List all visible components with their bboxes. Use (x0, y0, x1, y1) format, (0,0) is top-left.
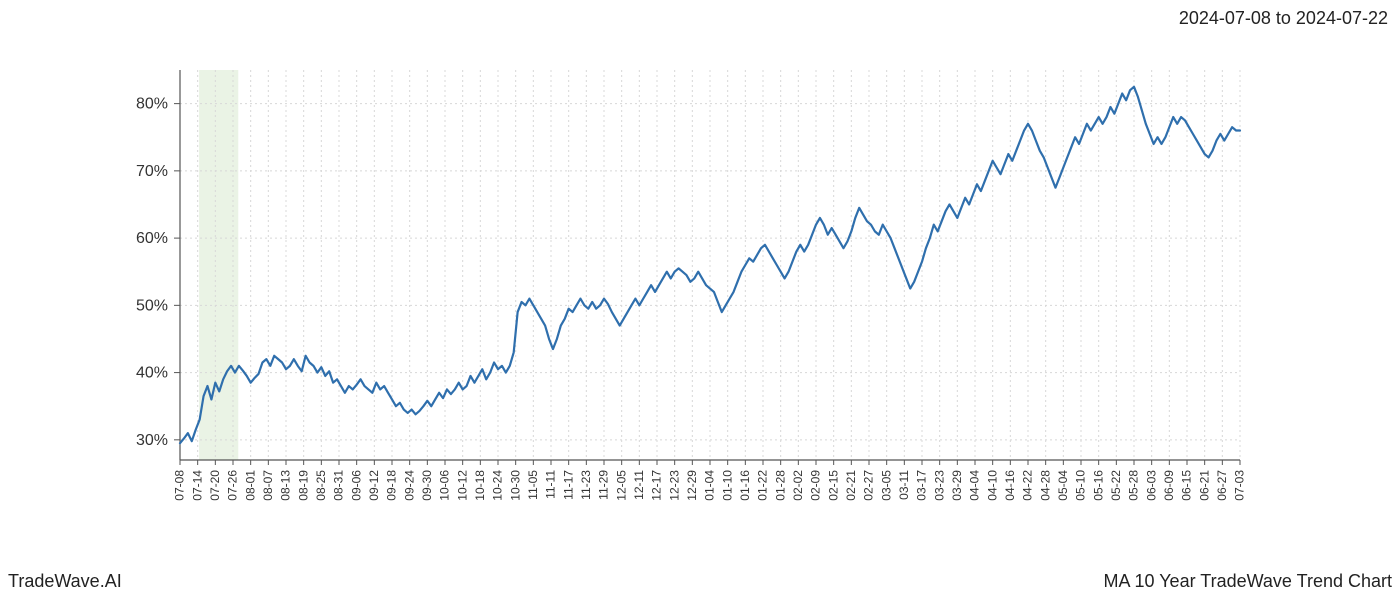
svg-text:10-18: 10-18 (473, 470, 487, 501)
svg-text:03-05: 03-05 (879, 470, 893, 501)
svg-text:09-30: 09-30 (420, 470, 434, 501)
svg-text:09-24: 09-24 (402, 470, 416, 501)
svg-text:03-11: 03-11 (897, 470, 911, 500)
svg-text:08-19: 08-19 (296, 470, 310, 501)
chart-title: MA 10 Year TradeWave Trend Chart (1104, 571, 1393, 592)
svg-text:04-16: 04-16 (1003, 470, 1017, 501)
svg-text:04-28: 04-28 (1038, 470, 1052, 501)
svg-text:01-10: 01-10 (720, 470, 734, 501)
svg-text:01-28: 01-28 (773, 470, 787, 501)
svg-text:09-18: 09-18 (385, 470, 399, 501)
svg-text:10-06: 10-06 (438, 470, 452, 501)
svg-text:05-22: 05-22 (1109, 470, 1123, 501)
svg-text:07-26: 07-26 (226, 470, 240, 501)
svg-text:07-14: 07-14 (190, 470, 204, 501)
svg-text:12-11: 12-11 (632, 470, 646, 500)
svg-text:40%: 40% (136, 365, 168, 382)
svg-text:30%: 30% (136, 432, 168, 449)
svg-text:11-29: 11-29 (597, 470, 611, 500)
svg-text:12-29: 12-29 (685, 470, 699, 501)
svg-text:09-06: 09-06 (349, 470, 363, 501)
svg-text:08-25: 08-25 (314, 470, 328, 501)
svg-text:04-22: 04-22 (1021, 470, 1035, 501)
svg-text:01-04: 01-04 (703, 470, 717, 501)
svg-text:01-16: 01-16 (738, 470, 752, 501)
svg-text:05-16: 05-16 (1091, 470, 1105, 501)
svg-text:05-10: 05-10 (1074, 470, 1088, 501)
svg-text:07-20: 07-20 (208, 470, 222, 501)
svg-text:06-21: 06-21 (1197, 470, 1211, 501)
svg-text:70%: 70% (136, 163, 168, 180)
svg-text:08-01: 08-01 (243, 470, 257, 501)
svg-text:11-05: 11-05 (526, 470, 540, 500)
svg-text:12-05: 12-05 (614, 470, 628, 501)
date-range-label: 2024-07-08 to 2024-07-22 (1179, 8, 1388, 29)
svg-text:10-12: 10-12 (455, 470, 469, 501)
svg-text:12-17: 12-17 (650, 470, 664, 501)
svg-text:01-22: 01-22 (756, 470, 770, 501)
svg-text:02-27: 02-27 (862, 470, 876, 501)
svg-text:11-17: 11-17 (561, 470, 575, 500)
svg-text:02-09: 02-09 (809, 470, 823, 501)
svg-text:60%: 60% (136, 230, 168, 247)
svg-text:06-27: 06-27 (1215, 470, 1229, 501)
brand-label: TradeWave.AI (8, 571, 122, 592)
svg-text:80%: 80% (136, 96, 168, 113)
svg-text:02-02: 02-02 (791, 470, 805, 501)
svg-text:02-15: 02-15 (826, 470, 840, 501)
svg-text:03-23: 03-23 (932, 470, 946, 501)
svg-text:08-07: 08-07 (261, 470, 275, 501)
svg-text:08-31: 08-31 (332, 470, 346, 501)
svg-text:09-12: 09-12 (367, 470, 381, 501)
svg-text:08-13: 08-13 (279, 470, 293, 501)
svg-text:50%: 50% (136, 297, 168, 314)
svg-text:03-17: 03-17 (915, 470, 929, 501)
svg-text:07-08: 07-08 (173, 470, 187, 501)
svg-text:10-30: 10-30 (508, 470, 522, 501)
svg-text:04-10: 04-10 (985, 470, 999, 501)
svg-text:10-24: 10-24 (491, 470, 505, 501)
svg-text:11-23: 11-23 (579, 470, 593, 500)
svg-text:04-04: 04-04 (968, 470, 982, 501)
svg-text:06-03: 06-03 (1144, 470, 1158, 501)
svg-text:06-09: 06-09 (1162, 470, 1176, 501)
svg-text:03-29: 03-29 (950, 470, 964, 501)
svg-text:06-15: 06-15 (1180, 470, 1194, 501)
svg-text:05-28: 05-28 (1127, 470, 1141, 501)
svg-text:12-23: 12-23 (667, 470, 681, 501)
svg-text:05-04: 05-04 (1056, 470, 1070, 501)
svg-text:11-11: 11-11 (544, 470, 558, 499)
trend-chart: 30%40%50%60%70%80%07-0807-1407-2007-2608… (0, 40, 1400, 560)
svg-text:02-21: 02-21 (844, 470, 858, 501)
svg-text:07-03: 07-03 (1233, 470, 1247, 501)
